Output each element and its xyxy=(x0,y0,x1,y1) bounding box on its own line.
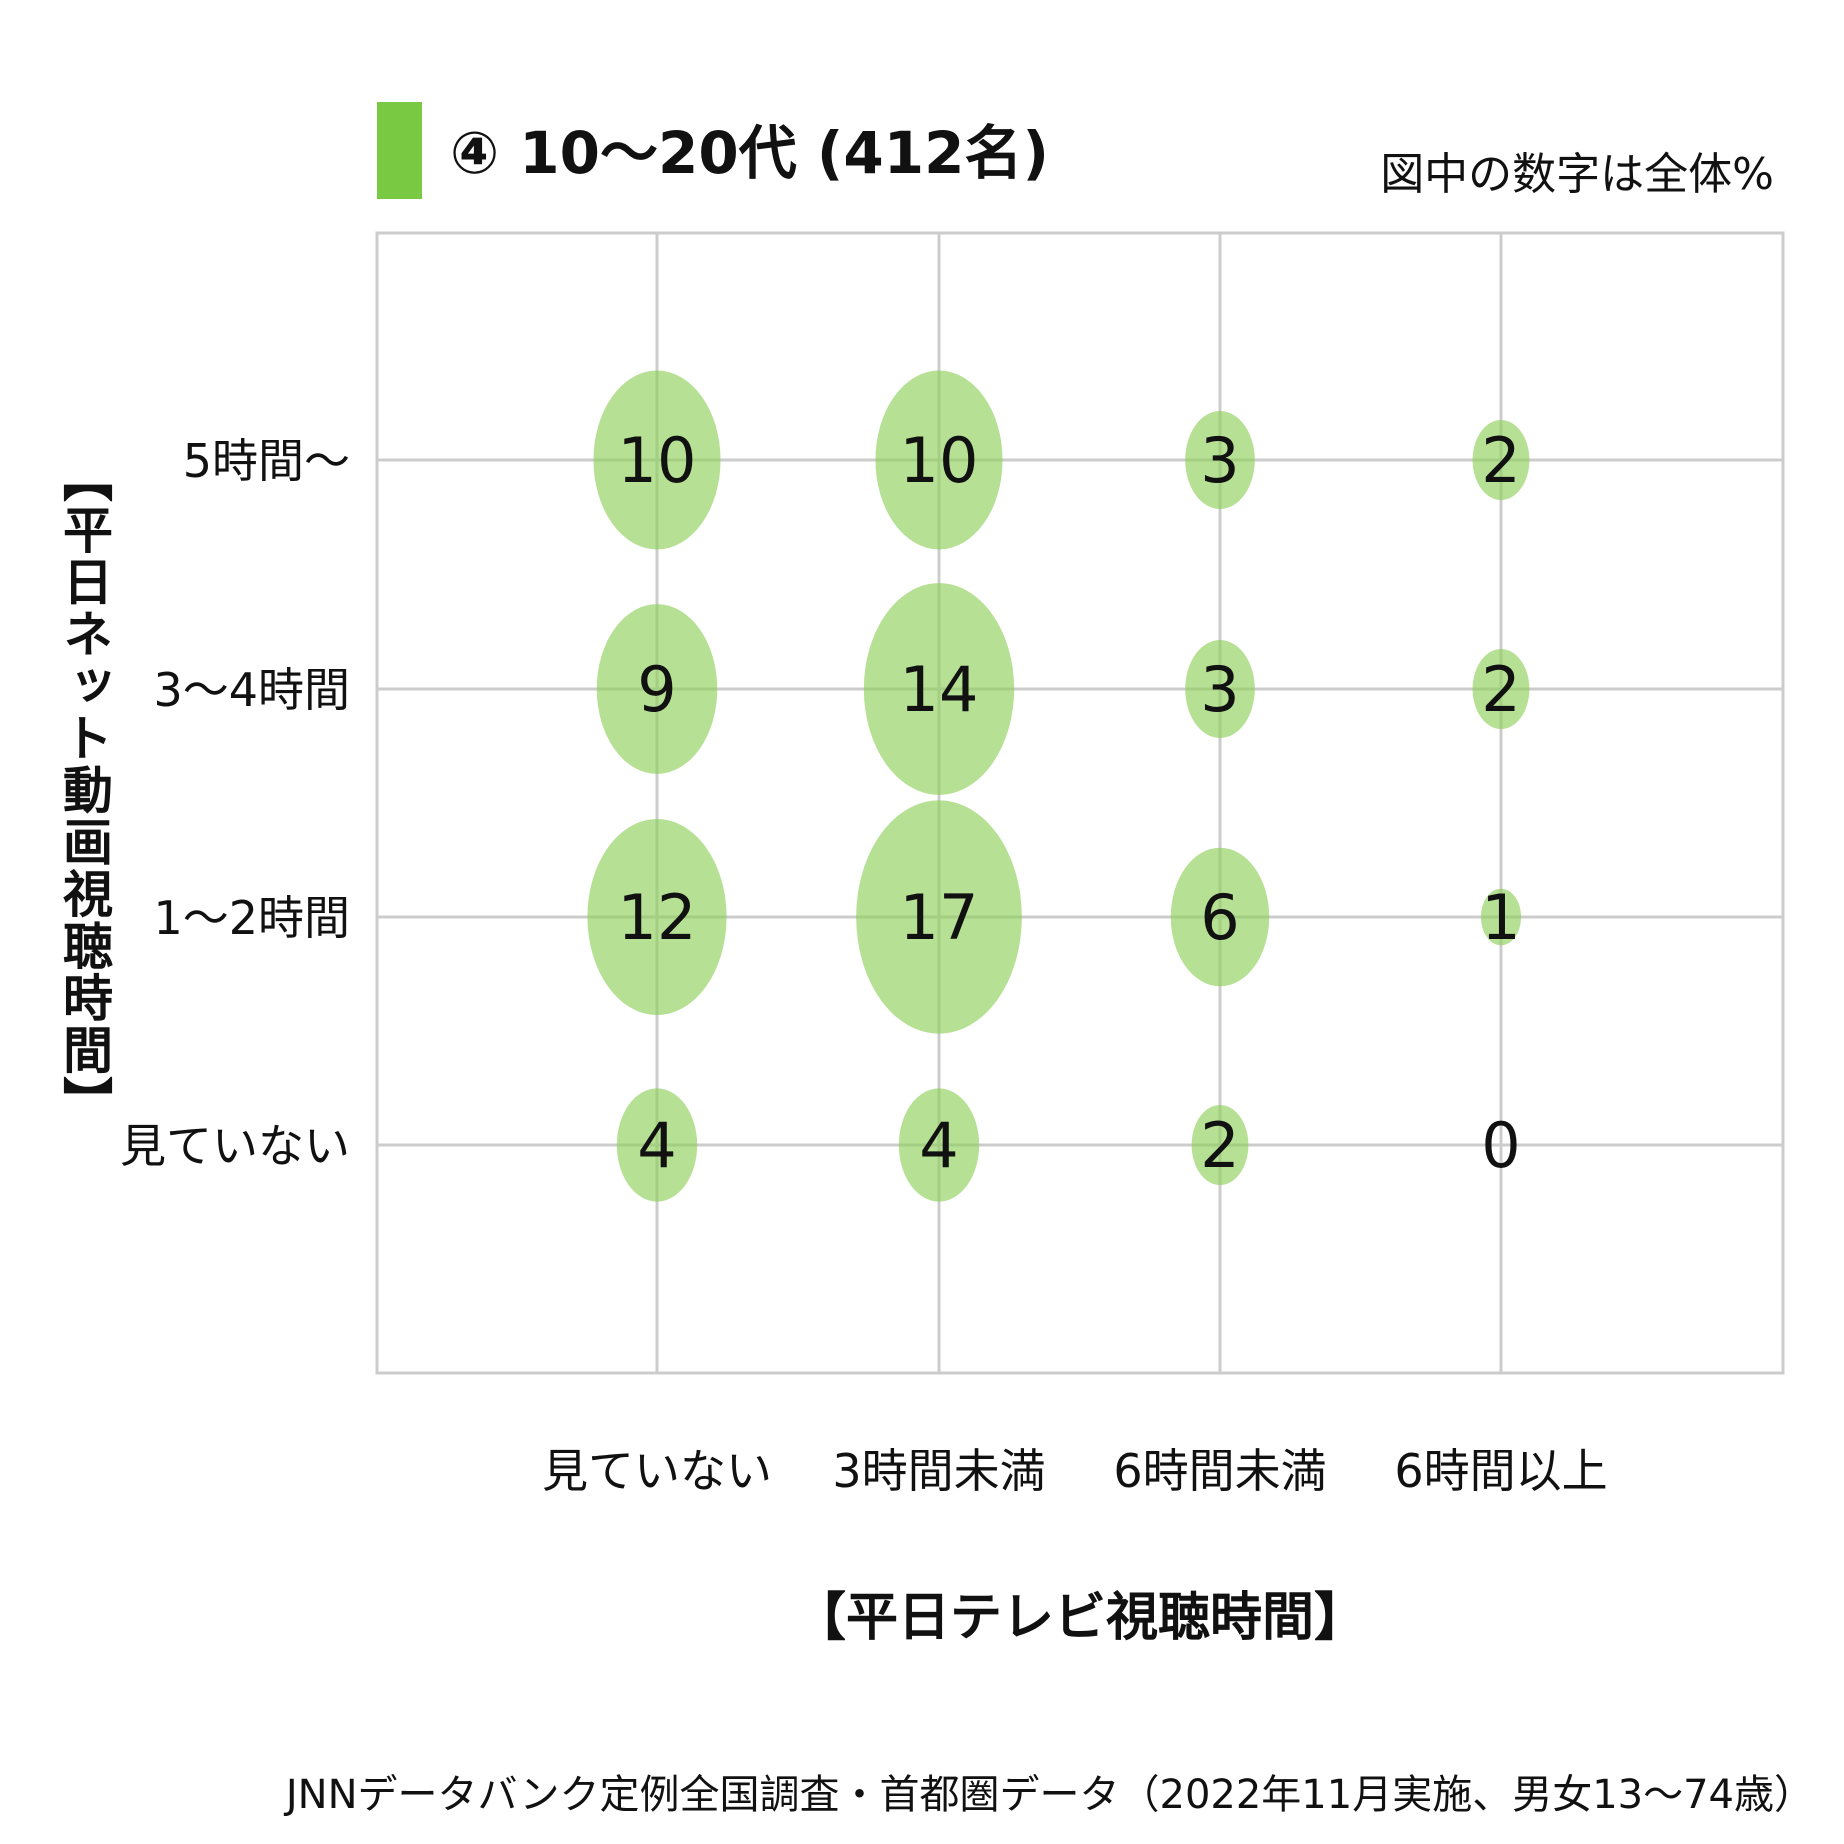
bubble xyxy=(1480,888,1522,946)
data-label: 10 xyxy=(618,424,697,497)
bubble xyxy=(863,583,1015,795)
y-axis-label-container: 【平日ネット動画視聴時間】 xyxy=(44,420,124,1160)
bubble xyxy=(593,370,721,550)
bubble xyxy=(1185,411,1255,509)
data-label: 6 xyxy=(1200,881,1239,954)
legend-swatch xyxy=(377,102,422,199)
source-note: JNNデータバンク定例全国調査・首都圏データ（2022年11月実施、男女13～7… xyxy=(285,1772,1814,1818)
y-tick-label: 1～2時間 xyxy=(153,891,350,945)
data-label: 17 xyxy=(900,881,979,954)
bubble xyxy=(898,1088,980,1202)
data-label: 3 xyxy=(1200,424,1239,497)
data-label: 2 xyxy=(1481,653,1520,726)
data-label: 9 xyxy=(637,653,676,726)
bubble xyxy=(587,819,727,1015)
data-label: 4 xyxy=(919,1109,958,1182)
x-tick-label: 6時間以上 xyxy=(1394,1444,1607,1498)
plot-frame xyxy=(375,231,1785,1375)
data-label: 2 xyxy=(1481,424,1520,497)
data-label: 1 xyxy=(1481,881,1520,954)
y-tick-label: 見ていない xyxy=(120,1119,350,1173)
x-axis-label: 【平日テレビ視聴時間】 xyxy=(793,1588,1366,1648)
bubble xyxy=(1472,648,1530,730)
bubble xyxy=(1185,640,1255,738)
unit-note: 図中の数字は全体% xyxy=(1380,149,1774,200)
x-tick-label: 6時間未満 xyxy=(1113,1444,1326,1498)
bubble xyxy=(875,370,1003,550)
data-label: 10 xyxy=(900,424,979,497)
data-label: 2 xyxy=(1200,1109,1239,1182)
y-tick-label: 3～4時間 xyxy=(153,663,350,717)
bubble xyxy=(616,1088,698,1202)
data-label: 12 xyxy=(618,881,697,954)
bubble xyxy=(856,800,1022,1034)
bubble xyxy=(1170,847,1270,987)
x-tick-label: 見ていない xyxy=(542,1444,772,1498)
data-label: 14 xyxy=(900,653,979,726)
bubble xyxy=(1472,419,1530,501)
data-label: 4 xyxy=(637,1109,676,1182)
chart-title: ④ 10～20代 (412名) xyxy=(450,119,1050,187)
y-axis-label: 【平日ネット動画視聴時間】 xyxy=(55,452,113,1128)
y-tick-label: 5時間～ xyxy=(183,434,350,488)
bubble xyxy=(1191,1104,1249,1186)
bubble xyxy=(596,604,718,774)
data-label: 3 xyxy=(1200,653,1239,726)
data-label: 0 xyxy=(1481,1109,1520,1182)
x-tick-label: 3時間未満 xyxy=(832,1444,1045,1498)
